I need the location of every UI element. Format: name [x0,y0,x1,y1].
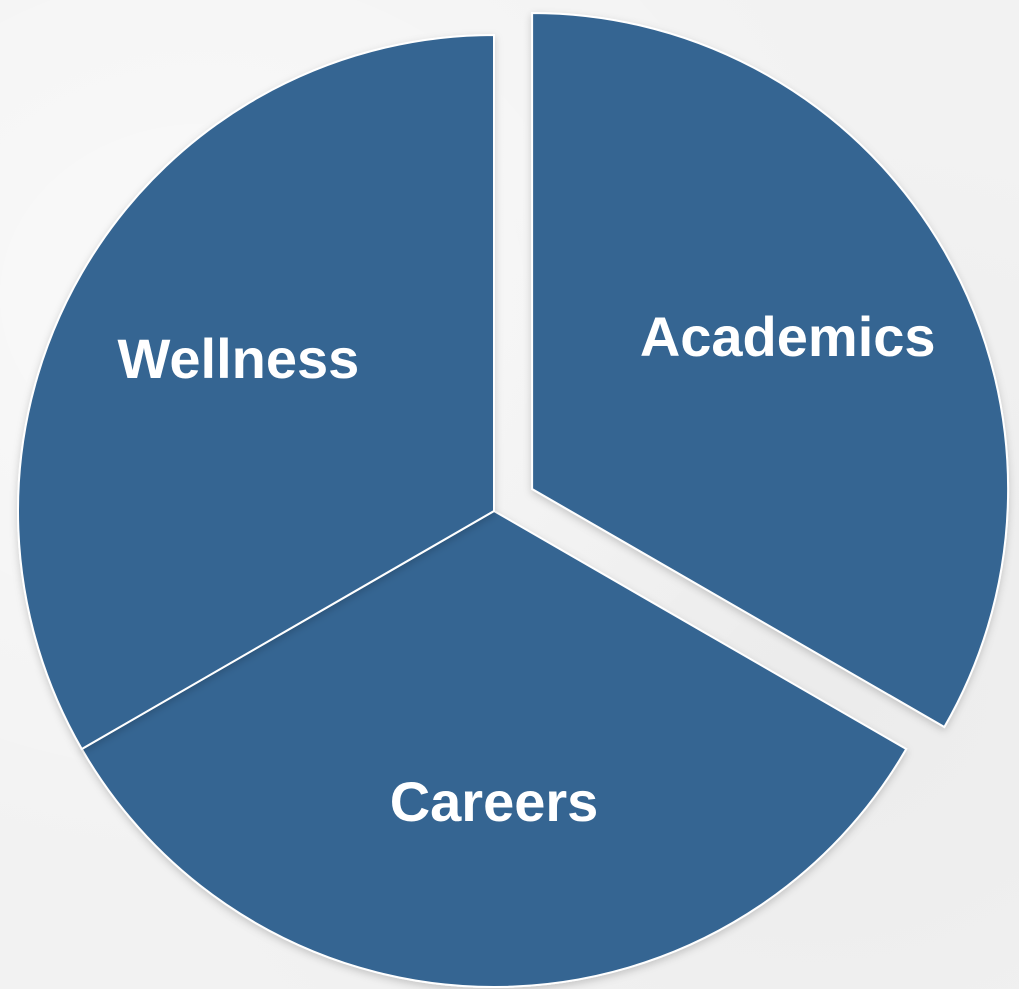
pie-slices [17,11,1010,988]
slice-label-wellness: Wellness [118,327,360,390]
pie-slice-careers [80,509,908,988]
pie-slice-academics [531,11,1010,729]
slice-label-academics: Academics [640,305,936,368]
pie-labels: Academics Careers Wellness [118,305,936,833]
pie-slice-wellness [17,33,495,751]
slice-label-careers: Careers [390,770,599,833]
